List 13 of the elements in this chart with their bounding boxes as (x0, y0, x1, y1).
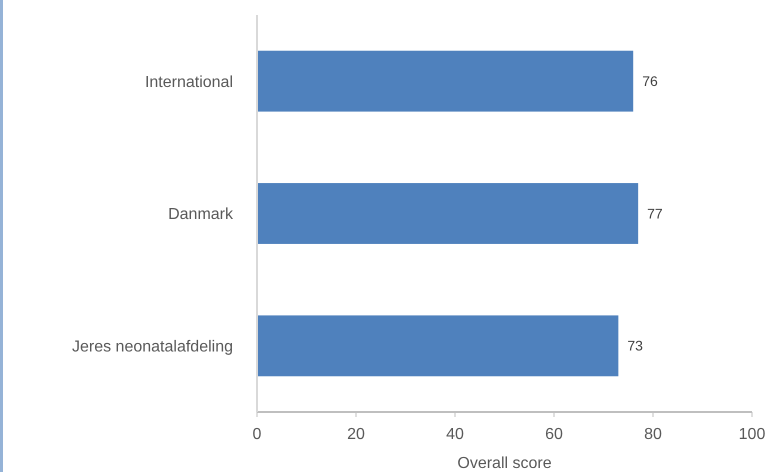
x-tick-label: 100 (738, 426, 766, 443)
x-tick-label: 20 (347, 426, 365, 443)
x-tick-label: 80 (644, 426, 662, 443)
y-tick-label: Jeres neonatalafdeling (72, 338, 233, 356)
y-tick-label: International (144, 74, 233, 91)
data-label: 76 (642, 73, 658, 90)
x-tick-label: 0 (252, 426, 262, 443)
data-label: 73 (627, 338, 644, 354)
x-tick-label: 60 (545, 426, 563, 443)
x-axis-title: Overall score (457, 455, 552, 472)
x-tick-label: 40 (446, 426, 464, 443)
y-tick-label: Danmark (168, 206, 234, 224)
data-label: 77 (647, 205, 663, 222)
